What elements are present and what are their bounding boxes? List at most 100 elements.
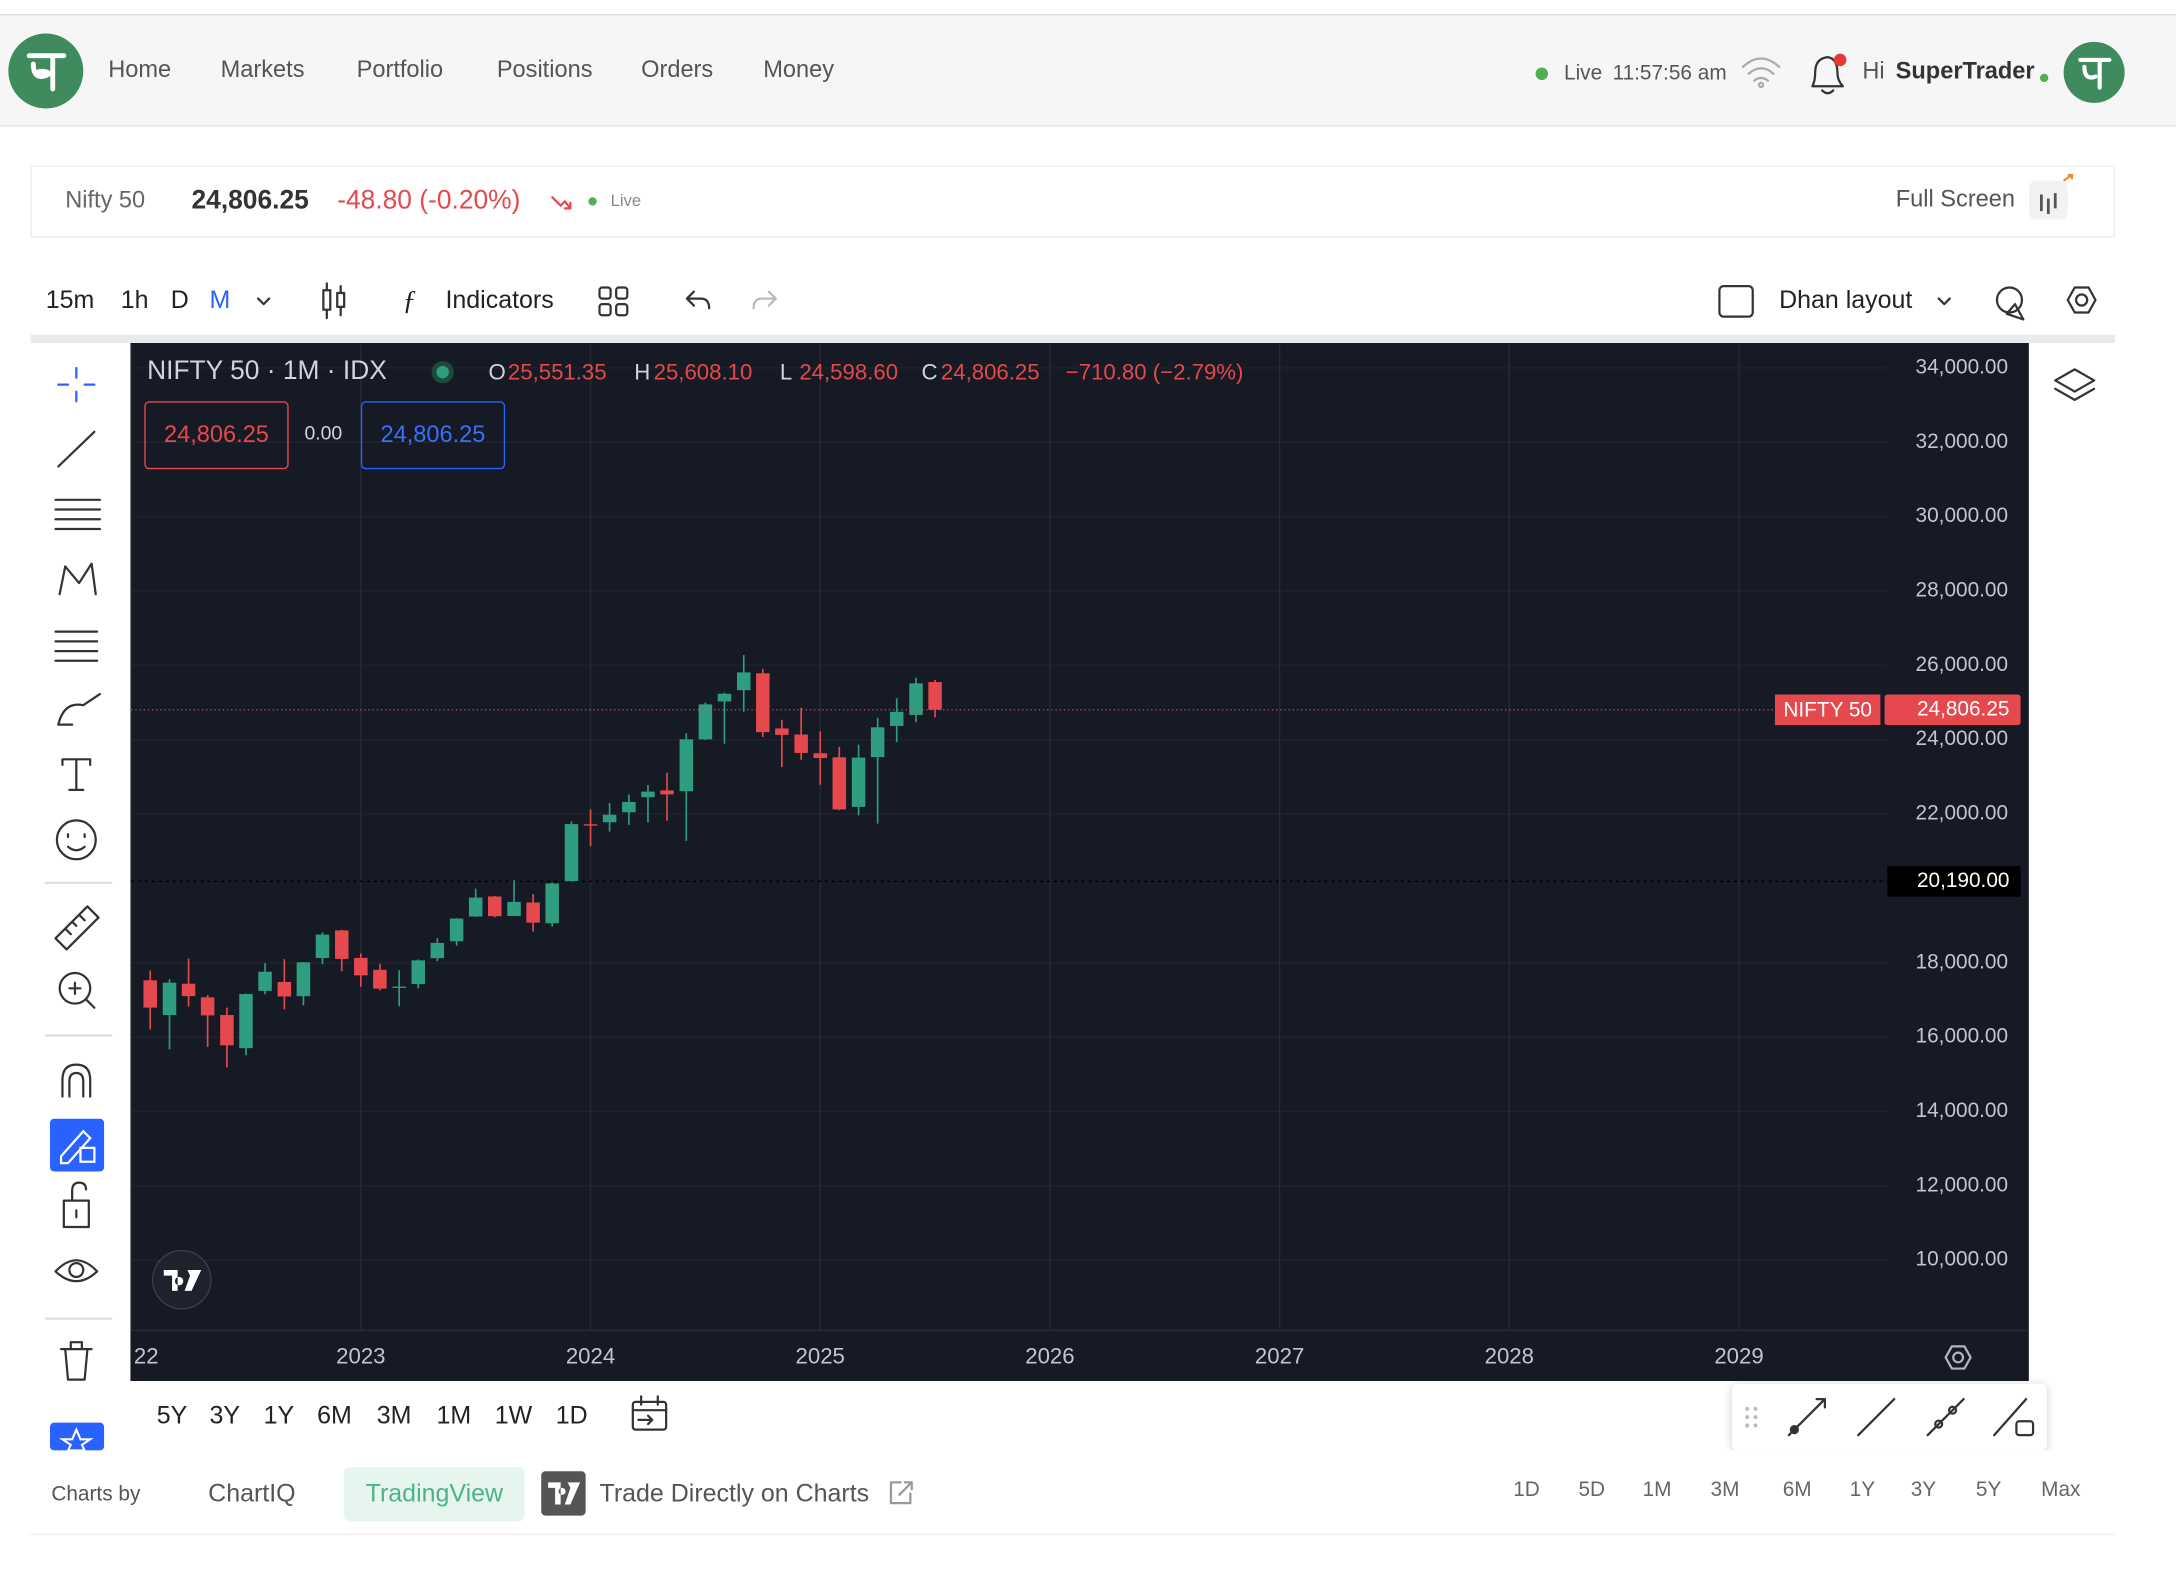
range-button[interactable]: 5Y: [157, 1402, 188, 1430]
full-screen[interactable]: Full Screen: [1896, 185, 2015, 211]
footer-range[interactable]: 1M: [1643, 1478, 1672, 1501]
emoji-tool[interactable]: [55, 819, 97, 861]
user-name[interactable]: SuperTrader: [1896, 58, 2035, 84]
range-button[interactable]: 6M: [317, 1402, 352, 1430]
provider-active-bg[interactable]: [344, 1467, 525, 1522]
footer-range[interactable]: Max: [2041, 1478, 2081, 1501]
interval-button[interactable]: D: [171, 286, 189, 314]
zoom-plus: [68, 981, 96, 1009]
sell-box[interactable]: [144, 401, 289, 470]
wifi-icon: [1741, 57, 1781, 89]
footer-range[interactable]: 3M: [1711, 1478, 1740, 1501]
full-screen-icon[interactable]: [2028, 174, 2073, 220]
external-link-icon[interactable]: [889, 1481, 913, 1505]
range-button[interactable]: 3M: [377, 1402, 412, 1430]
fib-tool[interactable]: [54, 498, 102, 531]
favorites-button[interactable]: [49, 1422, 105, 1451]
layout-name[interactable]: Dhan layout: [1779, 286, 1912, 314]
delete-tool[interactable]: [59, 1341, 93, 1381]
emoji-face: [66, 833, 86, 852]
nav-link[interactable]: Orders: [641, 56, 713, 82]
candle-body: [162, 982, 177, 1016]
range-button[interactable]: 1W: [495, 1402, 533, 1430]
nav-link[interactable]: Home: [108, 56, 171, 82]
buy-price[interactable]: 24,806.25: [381, 421, 486, 447]
interval-button-active[interactable]: M: [210, 286, 231, 314]
range-button[interactable]: 1D: [556, 1402, 588, 1430]
indicators-icon[interactable]: ƒ: [402, 285, 416, 316]
redo-icon[interactable]: [752, 290, 777, 310]
candle-body: [717, 693, 732, 702]
footer-range[interactable]: 6M: [1783, 1478, 1812, 1501]
layout-icon[interactable]: [1718, 284, 1754, 318]
live-dot: [588, 197, 597, 206]
avatar[interactable]: [2063, 41, 2125, 103]
logo[interactable]: [8, 33, 84, 109]
text-tool[interactable]: [61, 758, 92, 791]
x-tick-label: 2026: [1025, 1343, 1074, 1368]
legend-key: H: [634, 359, 650, 384]
candle-body: [813, 753, 827, 759]
candle-body: [889, 711, 904, 726]
chart-type-icon[interactable]: [322, 282, 346, 320]
candle-body: [622, 801, 636, 813]
footer-range[interactable]: 5Y: [1976, 1478, 2002, 1501]
chart-toolbar: [30, 266, 2115, 335]
templates-icon[interactable]: [598, 286, 629, 317]
info-line-tool[interactable]: [1993, 1397, 2028, 1437]
visibility-tool[interactable]: [54, 1259, 99, 1283]
go-to-date[interactable]: [631, 1395, 668, 1431]
candle-body: [487, 896, 502, 917]
live-dot: [1535, 67, 1549, 81]
footer-range[interactable]: 5D: [1578, 1478, 1605, 1501]
crosshair-tool[interactable]: [57, 366, 96, 403]
x-tick-label: 2025: [796, 1343, 845, 1368]
provider-chartiq[interactable]: ChartIQ: [208, 1479, 295, 1507]
x-tick-label: 2027: [1255, 1343, 1304, 1368]
layers-icon[interactable]: [2054, 368, 2096, 402]
interval-button[interactable]: 1h: [121, 286, 149, 314]
brush-tool[interactable]: [57, 692, 102, 726]
drag-handle[interactable]: [1745, 1406, 1758, 1428]
footer-range[interactable]: 3Y: [1911, 1478, 1937, 1501]
undo-icon[interactable]: [685, 290, 711, 310]
candle-body: [181, 983, 196, 997]
notification-bell[interactable]: [1811, 53, 1847, 95]
zoom-tool[interactable]: [58, 971, 92, 1005]
candle-body: [143, 980, 157, 1008]
range-button[interactable]: 1M: [436, 1402, 471, 1430]
interval-dropdown[interactable]: [257, 297, 271, 306]
lock-tool[interactable]: [62, 1181, 90, 1229]
tradingview-logo[interactable]: [151, 1249, 212, 1310]
trade-on-charts[interactable]: Trade Directly on Charts: [600, 1479, 870, 1507]
footer-range[interactable]: 1D: [1513, 1478, 1540, 1501]
range-button[interactable]: 3Y: [210, 1402, 241, 1430]
provider-tradingview[interactable]: TradingView: [366, 1479, 504, 1507]
ohlc-legend: O 25,551.35 H 25,608.10 L 24,598.60 C 24,806.25…: [488, 359, 1243, 384]
layout-dropdown[interactable]: [1937, 297, 1951, 306]
axis-settings[interactable]: [1944, 1345, 1972, 1370]
prediction-tool[interactable]: [54, 630, 99, 662]
nav-link[interactable]: Positions: [497, 56, 593, 82]
legend-value: 25,551.35: [508, 359, 607, 384]
magnet-tool[interactable]: [61, 1063, 92, 1098]
nav-link[interactable]: Markets: [221, 56, 305, 82]
sell-price[interactable]: 24,806.25: [164, 421, 269, 447]
pattern-tool[interactable]: [58, 562, 97, 596]
ruler-tool[interactable]: [54, 905, 100, 951]
quick-search-icon[interactable]: [1995, 286, 2025, 321]
interval-button[interactable]: 15m: [46, 286, 95, 314]
indicators-button[interactable]: Indicators: [445, 286, 553, 314]
footer-range[interactable]: 1Y: [1850, 1478, 1876, 1501]
stay-in-draw-mode[interactable]: [49, 1118, 105, 1172]
ticker-card: [30, 165, 2115, 238]
nav-link[interactable]: Portfolio: [357, 56, 443, 82]
range-button[interactable]: 1Y: [264, 1402, 295, 1430]
buy-box[interactable]: [360, 401, 506, 470]
extended-line-tool[interactable]: [1926, 1397, 1965, 1437]
trend-line-tool[interactable]: [57, 430, 96, 468]
right-panel: [2028, 343, 2115, 1382]
ray-tool[interactable]: [1857, 1397, 1896, 1437]
settings-icon[interactable]: [2066, 286, 2097, 314]
nav-link[interactable]: Money: [763, 56, 834, 82]
